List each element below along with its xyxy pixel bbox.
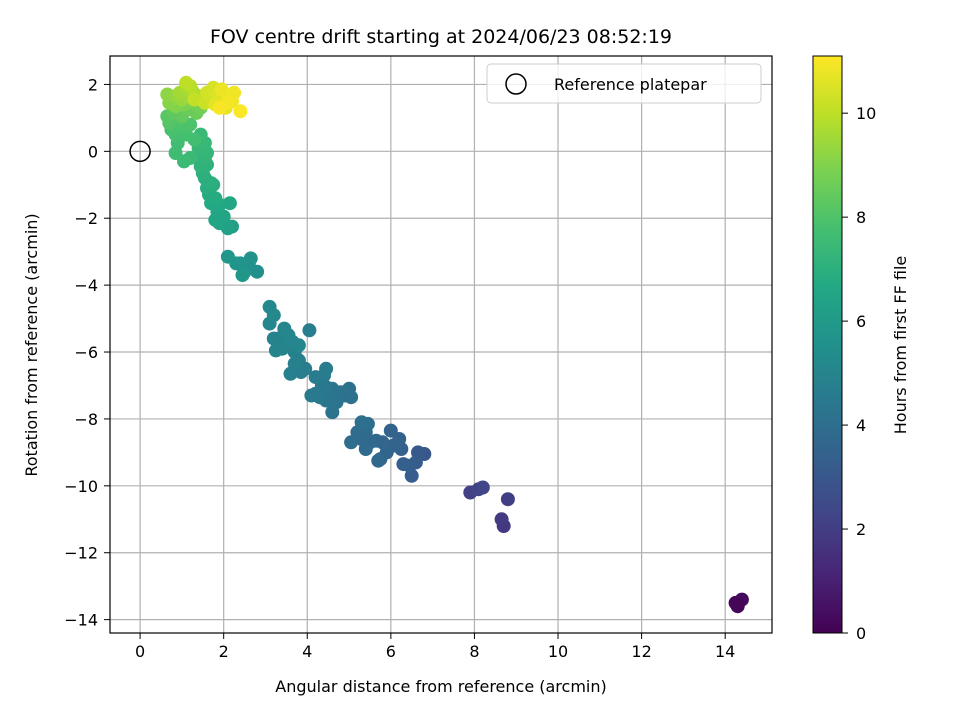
data-point	[268, 343, 283, 358]
colorbar-tick-label: 4	[856, 416, 866, 435]
chart-title: FOV centre drift starting at 2024/06/23 …	[210, 26, 672, 48]
colorbar-ticks: 0 2 4 6 8 10	[842, 104, 876, 643]
data-point	[179, 75, 194, 90]
data-point	[212, 100, 227, 115]
data-point	[354, 415, 369, 430]
legend-marker-reference	[505, 73, 527, 95]
data-point	[222, 196, 237, 211]
x-tick-label: 4	[302, 642, 312, 661]
data-point	[494, 512, 509, 527]
plot-frame	[109, 55, 773, 634]
data-point	[383, 423, 398, 438]
x-tick-label: 12	[631, 642, 651, 661]
data-points	[160, 75, 749, 614]
data-point	[344, 435, 359, 450]
data-point	[187, 92, 202, 107]
y-tick-label: 2	[88, 75, 98, 94]
data-point	[475, 480, 490, 495]
y-tick-label: −12	[64, 544, 98, 563]
x-tick-label: 8	[469, 642, 479, 661]
legend-entry-reference: Reference platepar	[554, 75, 707, 94]
data-point	[204, 176, 219, 191]
y-tick-label: −10	[64, 477, 98, 496]
colorbar-gradient	[812, 55, 843, 634]
legend: Reference platepar	[486, 63, 762, 104]
y-tick-label: −14	[64, 611, 98, 630]
colorbar-tick-label: 6	[856, 312, 866, 331]
data-point	[214, 82, 229, 97]
y-tick-label: −8	[74, 410, 98, 429]
x-axis-label: Angular distance from reference (arcmin)	[275, 677, 606, 696]
colorbar-tick-label: 8	[856, 208, 866, 227]
data-point	[730, 597, 745, 612]
legend-box	[486, 63, 762, 104]
colorbar-label: Hours from first FF file	[891, 256, 910, 435]
data-point	[291, 338, 306, 353]
y-tick-label: −4	[74, 276, 98, 295]
data-point	[325, 405, 340, 420]
data-point	[500, 492, 515, 507]
data-point	[262, 299, 277, 314]
data-point	[220, 249, 235, 264]
x-axis-ticks: 0 2 4 6 8 10 12 14	[135, 633, 735, 661]
y-tick-label: −6	[74, 343, 98, 362]
colorbar-tick-label: 10	[856, 104, 876, 123]
x-tick-label: 10	[548, 642, 568, 661]
y-tick-label: 0	[88, 142, 98, 161]
data-point	[243, 251, 258, 266]
x-tick-label: 2	[219, 642, 229, 661]
x-tick-label: 14	[715, 642, 735, 661]
y-tick-label: −2	[74, 209, 98, 228]
data-point	[235, 268, 250, 283]
reference-platepar-marker	[129, 140, 151, 163]
colorbar: 0 2 4 6 8 10 Hours from first FF file	[812, 55, 910, 643]
data-point	[227, 85, 242, 100]
data-point	[396, 457, 411, 472]
y-axis-ticks: 2 0 −2 −4 −6 −8 −10 −12 −14	[64, 75, 110, 630]
data-point	[308, 370, 323, 385]
x-tick-label: 6	[386, 642, 396, 661]
y-axis-label: Rotation from reference (arcmin)	[22, 213, 41, 476]
data-point	[304, 388, 319, 403]
data-point	[302, 323, 317, 338]
data-point	[371, 453, 386, 468]
colorbar-tick-label: 2	[856, 520, 866, 539]
data-point	[319, 361, 334, 376]
data-point	[233, 104, 248, 119]
colorbar-tick-label: 0	[856, 624, 866, 643]
data-point	[283, 366, 298, 381]
x-tick-label: 0	[135, 642, 145, 661]
